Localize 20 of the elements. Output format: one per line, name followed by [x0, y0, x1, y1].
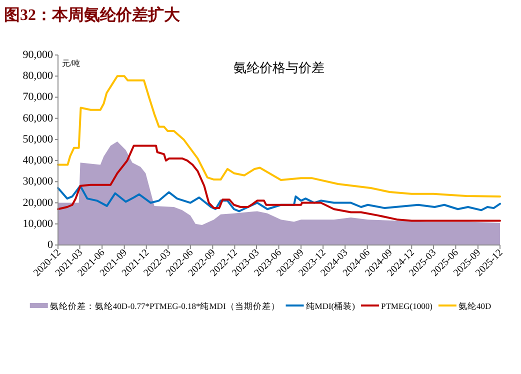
y-axis-title: 元/吨 — [62, 59, 80, 68]
legend-label: PTMEG(1000) — [380, 301, 433, 311]
y-tick-label: 80,000 — [22, 70, 54, 82]
y-tick-label: 10,000 — [22, 218, 54, 230]
line-series — [57, 75, 501, 198]
y-tick-label: 0 — [48, 239, 54, 251]
y-tick-label: 30,000 — [22, 176, 54, 188]
y-tick-label: 20,000 — [22, 196, 54, 209]
y-tick-label: 50,000 — [22, 133, 54, 146]
y-tick-label: 40,000 — [22, 154, 54, 167]
y-tick-label: 70,000 — [22, 91, 54, 104]
legend-label: 氨纶价差：氨纶40D-0.77*PTMEG-0.18*纯MDI（当期价差） — [50, 301, 280, 311]
y-tick-label: 60,000 — [22, 112, 54, 124]
title: 图32：本周氨纶价差扩大 — [4, 7, 180, 24]
chart-subtitle: 氨纶价格与价差 — [234, 60, 324, 75]
line-series — [57, 144, 501, 222]
legend-label: 纯MDI(桶装) — [306, 301, 356, 311]
y-tick-label: 90,000 — [22, 49, 54, 61]
legend-label: 氨纶40D — [458, 301, 492, 311]
line-series — [57, 184, 501, 212]
